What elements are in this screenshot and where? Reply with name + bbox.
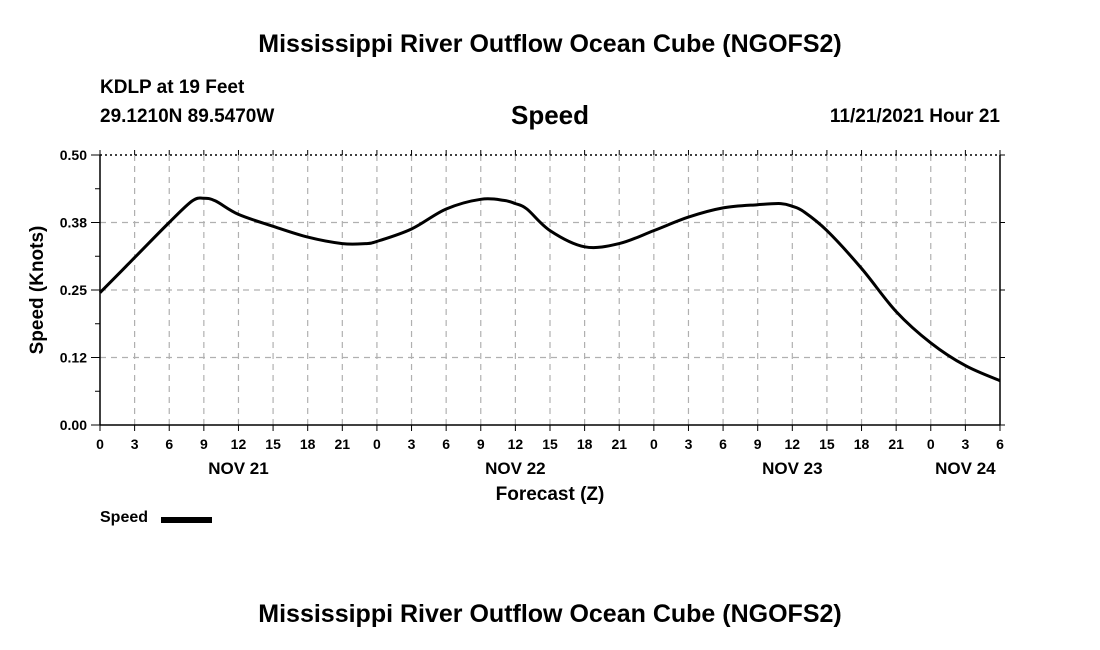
date-label: NOV 23: [762, 459, 822, 478]
y-tick-label: 0.50: [60, 147, 87, 163]
y-tick-label: 0.12: [60, 350, 87, 366]
x-tick-label: 12: [508, 436, 524, 452]
speed-series-line: [98, 196, 1001, 383]
x-tick-label: 15: [265, 436, 281, 452]
date-label: NOV 24: [935, 459, 996, 478]
series-group: [98, 196, 1001, 383]
y-tick-label: 0.38: [60, 215, 87, 231]
x-tick-label: 3: [408, 436, 416, 452]
legend-label: Speed: [100, 509, 149, 526]
x-tick-label: 6: [165, 436, 173, 452]
x-tick-label: 15: [542, 436, 558, 452]
x-tick-label: 9: [754, 436, 762, 452]
x-tick-label: 0: [373, 436, 381, 452]
x-tick-label: 21: [335, 436, 351, 452]
x-tick-label: 0: [650, 436, 658, 452]
y-tick-label: 0.00: [60, 417, 87, 433]
x-tick-label: 18: [854, 436, 870, 452]
y-tick-label: 0.25: [60, 282, 87, 298]
x-axis-ticks: 0 3 6 9 12 15 18 21 0 3 6 9 12 15 18 21 0 3 6 9 12 15 18 21 0 3 6N…: [96, 150, 1004, 478]
x-tick-label: 9: [477, 436, 485, 452]
date-label: NOV 22: [485, 459, 545, 478]
parameter-title: Speed: [510, 100, 590, 130]
footer-title: Mississippi River Outflow Ocean Cube (NG…: [258, 600, 842, 628]
x-tick-label: 3: [685, 436, 693, 452]
x-tick-label: 12: [785, 436, 801, 452]
y-axis-label: Speed (Knots): [27, 226, 48, 355]
x-tick-label: 6: [996, 436, 1004, 452]
x-tick-label: 6: [719, 436, 727, 452]
x-tick-label: 9: [200, 436, 208, 452]
x-tick-label: 0: [96, 436, 104, 452]
x-axis-label: Forecast (Z): [496, 484, 605, 505]
x-tick-label: 18: [300, 436, 316, 452]
forecast-datetime: 11/21/2021 Hour 21: [829, 106, 1000, 127]
x-tick-label: 3: [131, 436, 139, 452]
date-label: NOV 21: [208, 459, 268, 478]
x-tick-label: 12: [231, 436, 247, 452]
x-tick-label: 0: [927, 436, 935, 452]
x-tick-label: 15: [819, 436, 835, 452]
legend-swatch: [161, 517, 212, 523]
station-label: KDLP at 19 Feet: [100, 77, 245, 98]
station-coordinates: 29.1210N 89.5470W: [100, 106, 275, 127]
chart-title: Mississippi River Outflow Ocean Cube (NG…: [258, 30, 842, 58]
y-axis-ticks: 0.00 0.12 0.25 0.38 0.50: [60, 147, 1005, 433]
x-tick-label: 21: [888, 436, 904, 452]
chart-grid: [100, 155, 1000, 425]
x-tick-label: 3: [961, 436, 969, 452]
x-tick-label: 6: [442, 436, 450, 452]
x-tick-label: 18: [577, 436, 593, 452]
x-tick-label: 21: [611, 436, 627, 452]
